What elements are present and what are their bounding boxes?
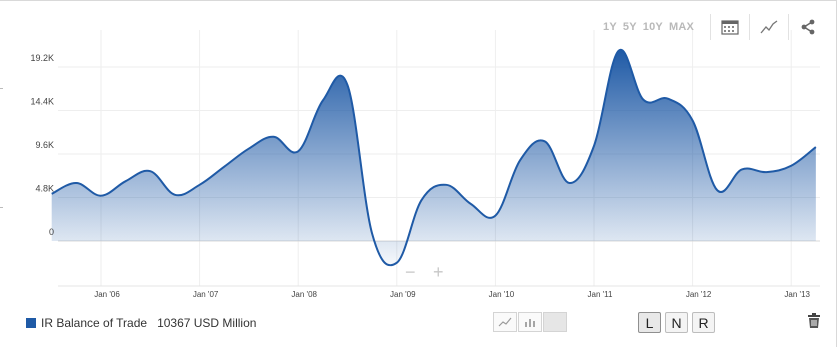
data-point[interactable] [593, 144, 596, 147]
x-tick-label: Jan '08 [291, 290, 317, 299]
x-tick-label: Jan '12 [686, 290, 712, 299]
axis-l-button[interactable]: L [638, 312, 661, 333]
axis-n-button[interactable]: N [665, 312, 688, 333]
legend-series-name[interactable]: IR Balance of Trade [41, 316, 148, 330]
data-point[interactable] [814, 146, 817, 149]
chart-style-button[interactable] [749, 14, 788, 40]
data-point[interactable] [617, 49, 620, 52]
data-point[interactable] [445, 183, 448, 186]
data-point[interactable] [272, 135, 275, 138]
data-point[interactable] [198, 183, 201, 186]
left-edge-tick [0, 207, 3, 208]
data-point[interactable] [765, 171, 768, 174]
x-tick-label: Jan '09 [390, 290, 416, 299]
legend-swatch [26, 318, 36, 328]
x-tick-label: Jan '13 [784, 290, 810, 299]
line-chart-button[interactable] [493, 312, 517, 332]
data-point[interactable] [100, 194, 103, 197]
series-line[interactable] [51, 48, 817, 267]
data-point[interactable] [666, 97, 669, 100]
series-area-fill [51, 49, 816, 266]
x-tick-label: Jan '07 [193, 290, 219, 299]
data-point[interactable] [642, 98, 645, 101]
legend-series-value: 10367 USD Million [157, 316, 257, 330]
left-edge-tick [0, 88, 3, 89]
bar-chart-button[interactable] [518, 312, 542, 332]
area-chart-button[interactable] [543, 312, 567, 332]
data-point[interactable] [716, 189, 719, 192]
data-point[interactable] [75, 182, 78, 185]
chart-toolbar: 1Y 5Y 10Y MAX [597, 14, 827, 40]
x-tick-label: Jan '06 [94, 290, 120, 299]
y-tick-label: 0 [49, 227, 54, 237]
data-point[interactable] [149, 170, 152, 173]
share-icon [801, 19, 815, 35]
y-tick-label: 14.4K [30, 97, 54, 107]
bar-chart-icon [525, 319, 535, 327]
delete-button[interactable] [807, 313, 821, 333]
chart-type-group [493, 312, 568, 332]
y-tick-label: 19.2K [30, 53, 54, 63]
data-point[interactable] [691, 119, 694, 122]
trash-icon [808, 313, 820, 328]
y-tick-label: 9.6K [35, 140, 54, 150]
line-chart-icon [498, 317, 512, 327]
range-10y-button[interactable]: 10Y [642, 21, 663, 33]
data-point[interactable] [321, 99, 324, 102]
share-button[interactable] [788, 14, 827, 40]
data-point[interactable] [124, 180, 127, 183]
axis-r-button[interactable]: R [692, 312, 715, 333]
data-point[interactable] [346, 84, 349, 87]
y-tick-label: 4.8K [35, 184, 54, 194]
data-point[interactable] [740, 168, 743, 171]
data-point[interactable] [173, 193, 176, 196]
range-1y-button[interactable]: 1Y [603, 21, 617, 33]
range-5y-button[interactable]: 5Y [622, 21, 637, 33]
chart-line-icon [760, 20, 778, 34]
chart-legend: IR Balance of Trade 10367 USD Million [26, 316, 256, 330]
data-point[interactable] [543, 140, 546, 143]
calendar-icon [721, 20, 739, 35]
x-tick-label: Jan '10 [489, 290, 515, 299]
data-point[interactable] [371, 232, 374, 235]
data-point[interactable] [420, 199, 423, 202]
calendar-button[interactable] [710, 14, 749, 40]
zoom-in-button[interactable]: + [433, 262, 444, 282]
data-point[interactable] [247, 147, 250, 150]
data-point[interactable] [519, 159, 522, 162]
x-tick-label: Jan '11 [588, 290, 614, 299]
data-point[interactable] [223, 165, 226, 168]
data-point[interactable] [395, 261, 398, 264]
zoom-out-button[interactable]: − [405, 262, 416, 282]
data-point[interactable] [494, 214, 497, 217]
data-point[interactable] [297, 150, 300, 153]
data-point[interactable] [568, 182, 571, 185]
data-point[interactable] [469, 202, 472, 205]
axis-mode-group: L N R [638, 312, 719, 333]
range-max-button[interactable]: MAX [668, 21, 694, 33]
data-point[interactable] [790, 164, 793, 167]
